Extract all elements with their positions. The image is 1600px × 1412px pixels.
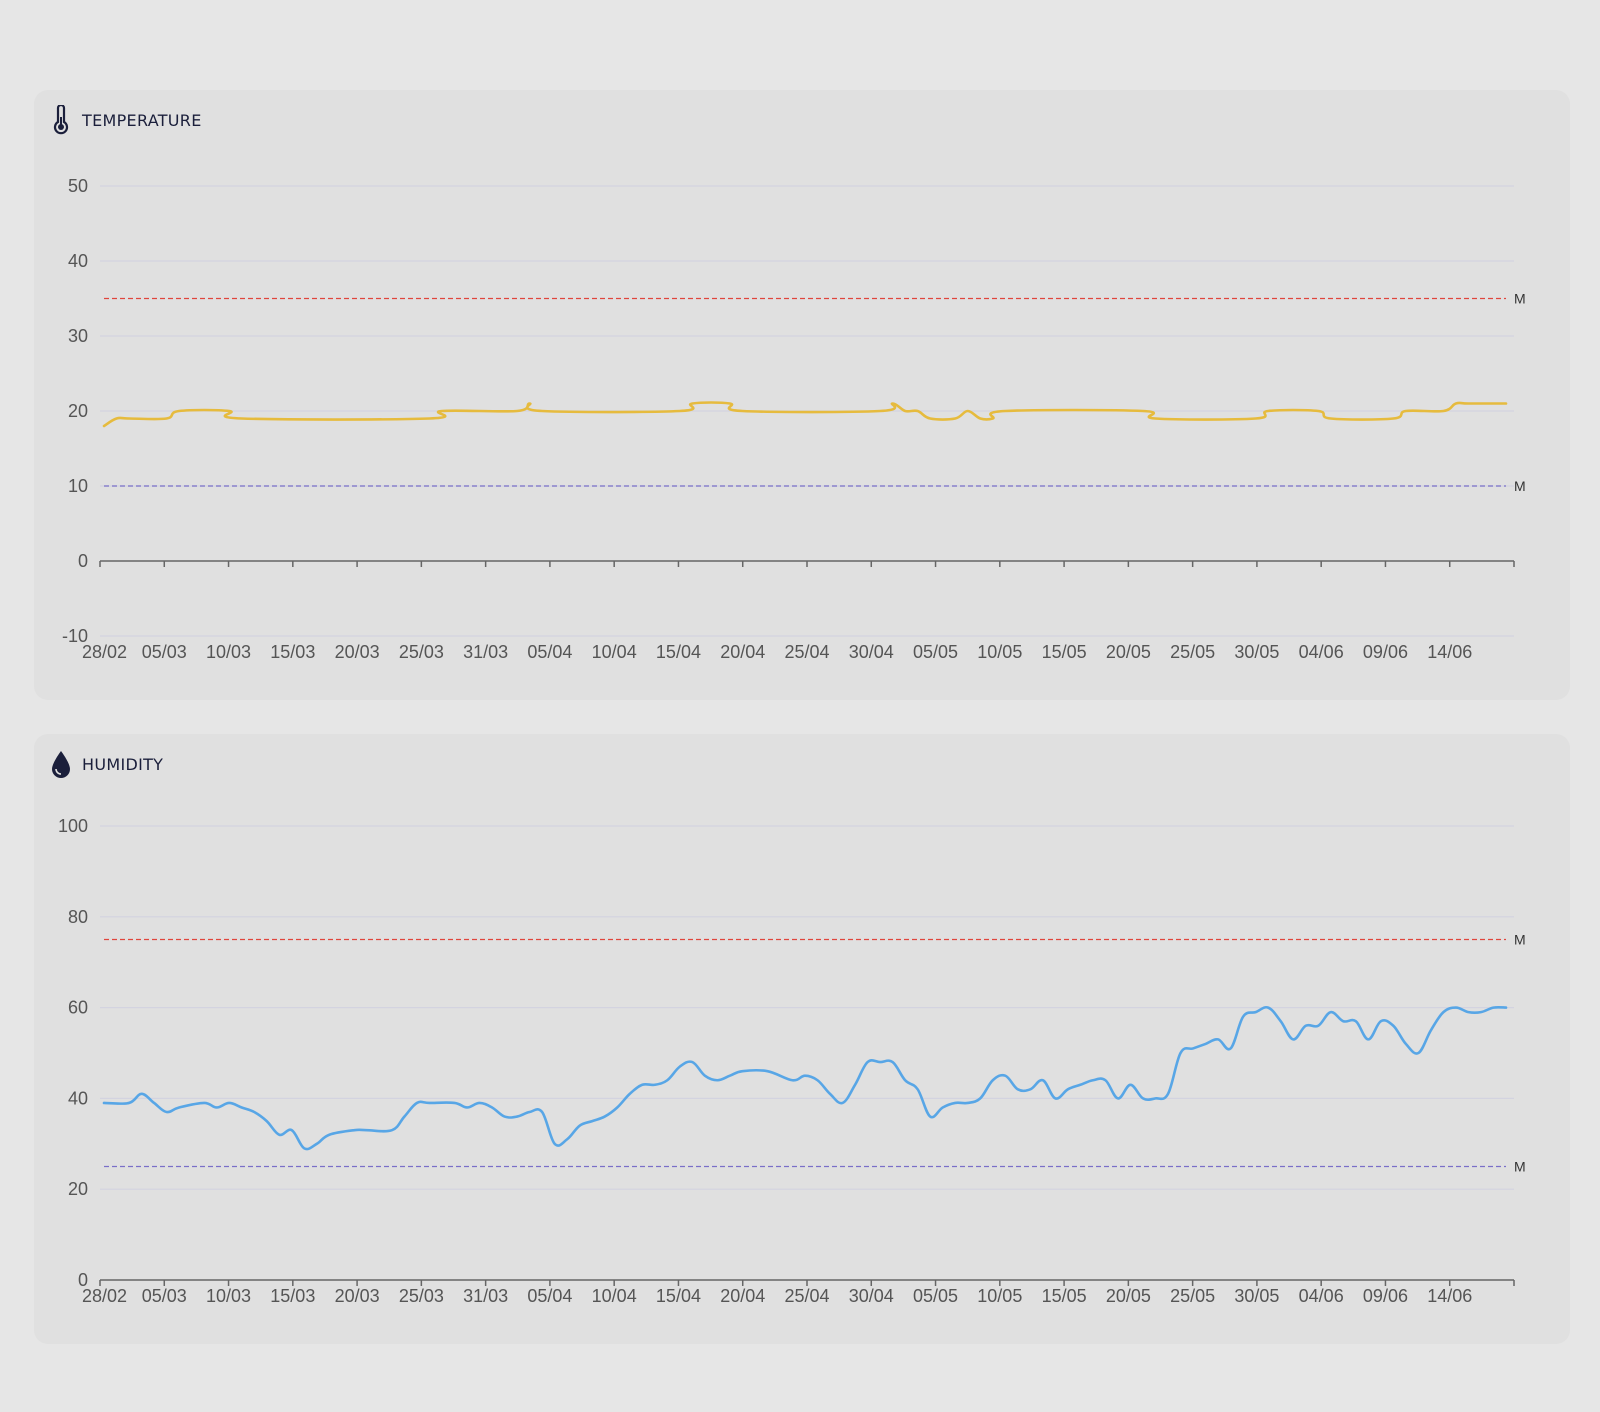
max-threshold-label: M [1514,291,1526,307]
x-tick-label: 30/04 [849,1286,894,1306]
y-tick-label: 0 [78,1270,88,1290]
humidity-chart: 100 80 60 40 20 028/02 05/03 10/03 15/03 20/03 25/… [58,816,1526,1306]
x-tick-label: 20/05 [1106,642,1151,662]
humidity-card: HUMIDITY 100 80 60 40 20 0 28/02 05/03 10/03 15/0… [34,734,1570,1344]
min-threshold-label: M [1514,1159,1526,1175]
x-tick-label: 09/06 [1363,642,1408,662]
x-tick-label: 04/06 [1299,1286,1344,1306]
y-tick-label: 0 [78,551,88,571]
x-tick-label: 10/03 [206,642,251,662]
x-tick-label: 15/05 [1042,1286,1087,1306]
humidity-header: HUMIDITY [48,744,163,784]
x-tick-label: 09/06 [1363,1286,1408,1306]
x-tick-label: 10/05 [977,642,1022,662]
x-tick-label: 28/02 [82,642,127,662]
x-tick-label: 05/03 [142,1286,187,1306]
x-tick-label: 20/05 [1106,1286,1151,1306]
x-tick-label: 05/04 [527,1286,572,1306]
x-tick-label: 25/04 [784,1286,829,1306]
humidity-title: HUMIDITY [82,754,164,774]
temperature-card: TEMPERATURE 50 40 30 20 10 0 -10 28/02 05/03 10/0… [34,90,1570,700]
x-tick-label: 25/05 [1170,642,1215,662]
series-line [102,1005,1508,1151]
x-tick-label: 14/06 [1427,642,1472,662]
x-tick-label: 25/03 [399,1286,444,1306]
x-tick-label: 31/03 [463,1286,508,1306]
temperature-header: TEMPERATURE [48,100,202,140]
x-tick-label: 05/03 [142,642,187,662]
x-tick-label: 25/05 [1170,1286,1215,1306]
x-tick-label: 20/04 [720,1286,765,1306]
x-tick-label: 10/04 [592,1286,637,1306]
min-threshold-label: M [1514,478,1526,494]
x-tick-label: 14/06 [1427,1286,1472,1306]
x-tick-label: 15/05 [1042,642,1087,662]
y-tick-label: 40 [68,251,88,271]
x-tick-label: 28/02 [82,1286,127,1306]
x-tick-label: 30/04 [849,642,894,662]
y-tick-label: -10 [62,626,88,646]
x-tick-label: 20/04 [720,642,765,662]
y-tick-label: 30 [68,326,88,346]
y-tick-label: 40 [68,1088,88,1108]
y-tick-label: 20 [68,1179,88,1199]
y-tick-label: 20 [68,401,88,421]
x-tick-label: 20/03 [335,642,380,662]
y-tick-label: 50 [68,176,88,196]
x-tick-label: 30/05 [1234,642,1279,662]
x-tick-label: 25/04 [784,642,829,662]
x-tick-label: 30/05 [1234,1286,1279,1306]
x-tick-label: 05/05 [913,1286,958,1306]
x-tick-label: 10/05 [977,1286,1022,1306]
y-tick-label: 60 [68,998,88,1018]
x-tick-label: 04/06 [1299,642,1344,662]
y-tick-label: 100 [58,816,88,836]
x-tick-label: 10/04 [592,642,637,662]
x-tick-label: 15/04 [656,642,701,662]
x-tick-label: 15/03 [270,1286,315,1306]
x-tick-label: 31/03 [463,642,508,662]
x-tick-label: 15/03 [270,642,315,662]
max-threshold-label: M [1514,932,1526,948]
x-tick-label: 05/04 [527,642,572,662]
x-tick-label: 15/04 [656,1286,701,1306]
x-tick-label: 05/05 [913,642,958,662]
series-line [102,401,1508,428]
water-drop-icon [48,748,74,780]
thermometer-icon [48,104,74,136]
x-tick-label: 25/03 [399,642,444,662]
x-tick-label: 10/03 [206,1286,251,1306]
x-tick-label: 20/03 [335,1286,380,1306]
temperature-title: TEMPERATURE [82,110,202,130]
y-tick-label: 10 [68,476,88,496]
y-tick-label: 80 [68,907,88,927]
